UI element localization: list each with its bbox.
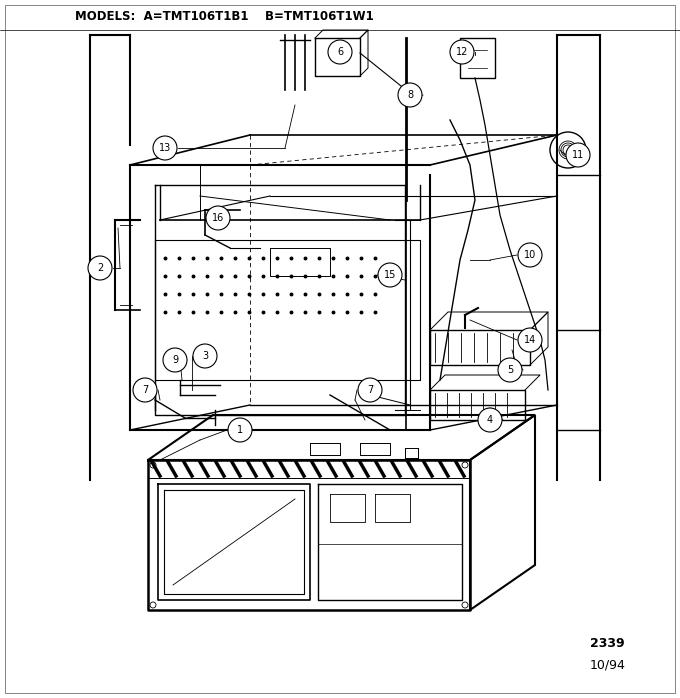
Text: 15: 15 [384, 270, 396, 280]
Circle shape [566, 143, 590, 167]
Text: MODELS:  A=TMT106T1B1    B=TMT106T1W1: MODELS: A=TMT106T1B1 B=TMT106T1W1 [75, 10, 374, 24]
Circle shape [88, 256, 112, 280]
Circle shape [328, 40, 352, 64]
Text: 10/94: 10/94 [590, 658, 626, 671]
Circle shape [133, 378, 157, 402]
Text: 7: 7 [142, 385, 148, 395]
Circle shape [518, 243, 542, 267]
Text: 14: 14 [524, 335, 536, 345]
Text: 2: 2 [97, 263, 103, 273]
Text: 9: 9 [172, 355, 178, 365]
Text: 2339: 2339 [590, 637, 625, 650]
Text: 1: 1 [237, 425, 243, 435]
Circle shape [150, 462, 156, 468]
Circle shape [228, 418, 252, 442]
Text: 13: 13 [159, 143, 171, 153]
Circle shape [450, 40, 474, 64]
Text: 12: 12 [456, 47, 469, 57]
Circle shape [153, 136, 177, 160]
Circle shape [462, 462, 468, 468]
Text: 3: 3 [202, 351, 208, 361]
Bar [460, 38, 495, 78]
Circle shape [206, 206, 230, 230]
Circle shape [518, 328, 542, 352]
Text: 4: 4 [487, 415, 493, 425]
Circle shape [398, 83, 422, 107]
Text: 16: 16 [212, 213, 224, 223]
Circle shape [193, 344, 217, 368]
Circle shape [498, 358, 522, 382]
Text: 11: 11 [572, 150, 584, 160]
Text: 5: 5 [507, 365, 513, 375]
Text: 7: 7 [367, 385, 373, 395]
Text: 8: 8 [407, 90, 413, 100]
Circle shape [358, 378, 382, 402]
Circle shape [378, 263, 402, 287]
Circle shape [462, 602, 468, 608]
Circle shape [478, 408, 502, 432]
Circle shape [150, 602, 156, 608]
Text: 10: 10 [524, 250, 536, 260]
Circle shape [163, 348, 187, 372]
Text: 6: 6 [337, 47, 343, 57]
